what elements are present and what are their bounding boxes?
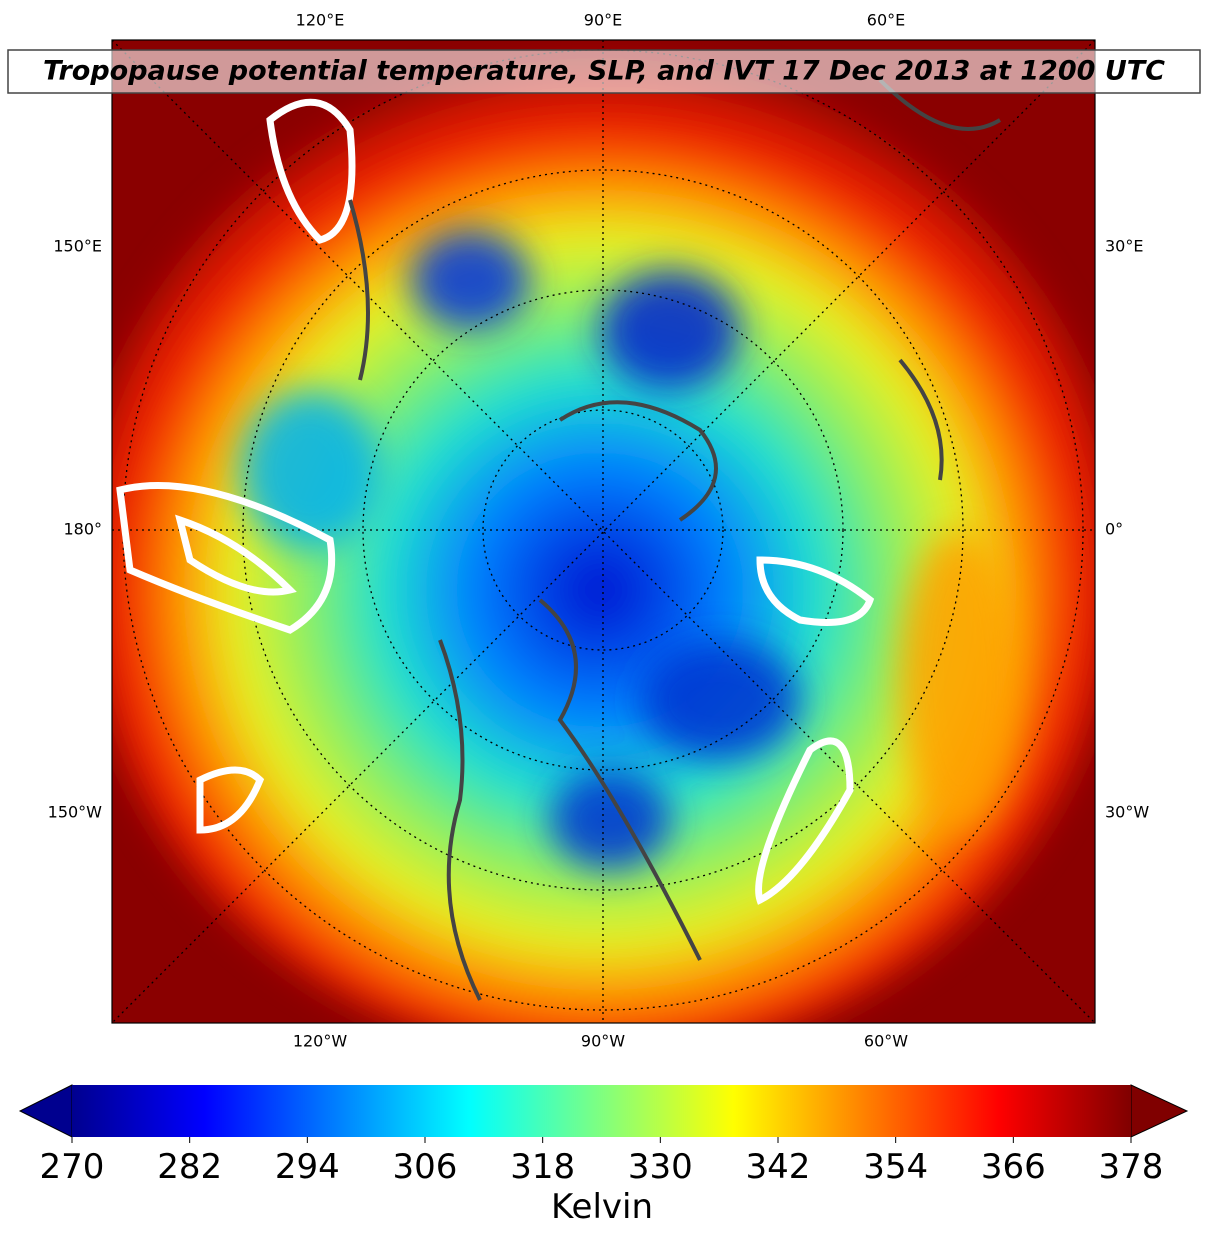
map [112,40,1095,1023]
colorbar-tick-label: 354 [863,1147,928,1187]
coastlines [348,78,1002,1001]
colorbar-tick-label: 366 [981,1147,1046,1187]
lon-label: 30°W [1105,803,1149,822]
lon-label: 90°E [584,11,622,30]
colorbar-tick-label: 306 [393,1147,458,1187]
lon-label: 90°W [581,1032,625,1051]
lon-label: 150°W [48,803,103,822]
lon-label: 120°W [293,1032,348,1051]
title: Tropopause potential temperature, SLP, a… [43,56,1165,87]
lon-label: 180° [63,520,102,539]
lon-label: 150°E [53,237,102,256]
ivt-contours [116,98,875,905]
lon-labels: 120°E 90°E 60°E 120°W 90°W 60°W 150°E 180° 150°W… [48,11,1150,1051]
lon-label: 60°E [867,11,905,30]
colorbar-extend-low [18,1084,73,1138]
colorbar-tick-label: 270 [40,1147,105,1187]
title-box [7,49,1201,94]
colorbar-tick-label: 342 [746,1147,811,1187]
colorbar-tick-label: 330 [628,1147,693,1187]
colorbar-body [72,1085,1131,1137]
lon-label: 30°E [1105,237,1143,256]
map-frame [111,39,1096,1024]
colorbar: Kelvin 270 282 294 306 318 330 342 354 366 378 [18,1084,1189,1227]
lon-label: 0° [1105,520,1123,539]
colorbar-tick-label: 282 [157,1147,222,1187]
colorbar-extend-high [1130,1084,1189,1138]
colorbar-label: Kelvin [551,1187,653,1227]
colorbar-tick-label: 378 [1099,1147,1164,1187]
lon-label: 120°E [296,11,345,30]
colorbar-tick-label: 318 [510,1147,575,1187]
lon-label: 60°W [864,1032,908,1051]
colorbar-tick-label: 294 [275,1147,340,1187]
